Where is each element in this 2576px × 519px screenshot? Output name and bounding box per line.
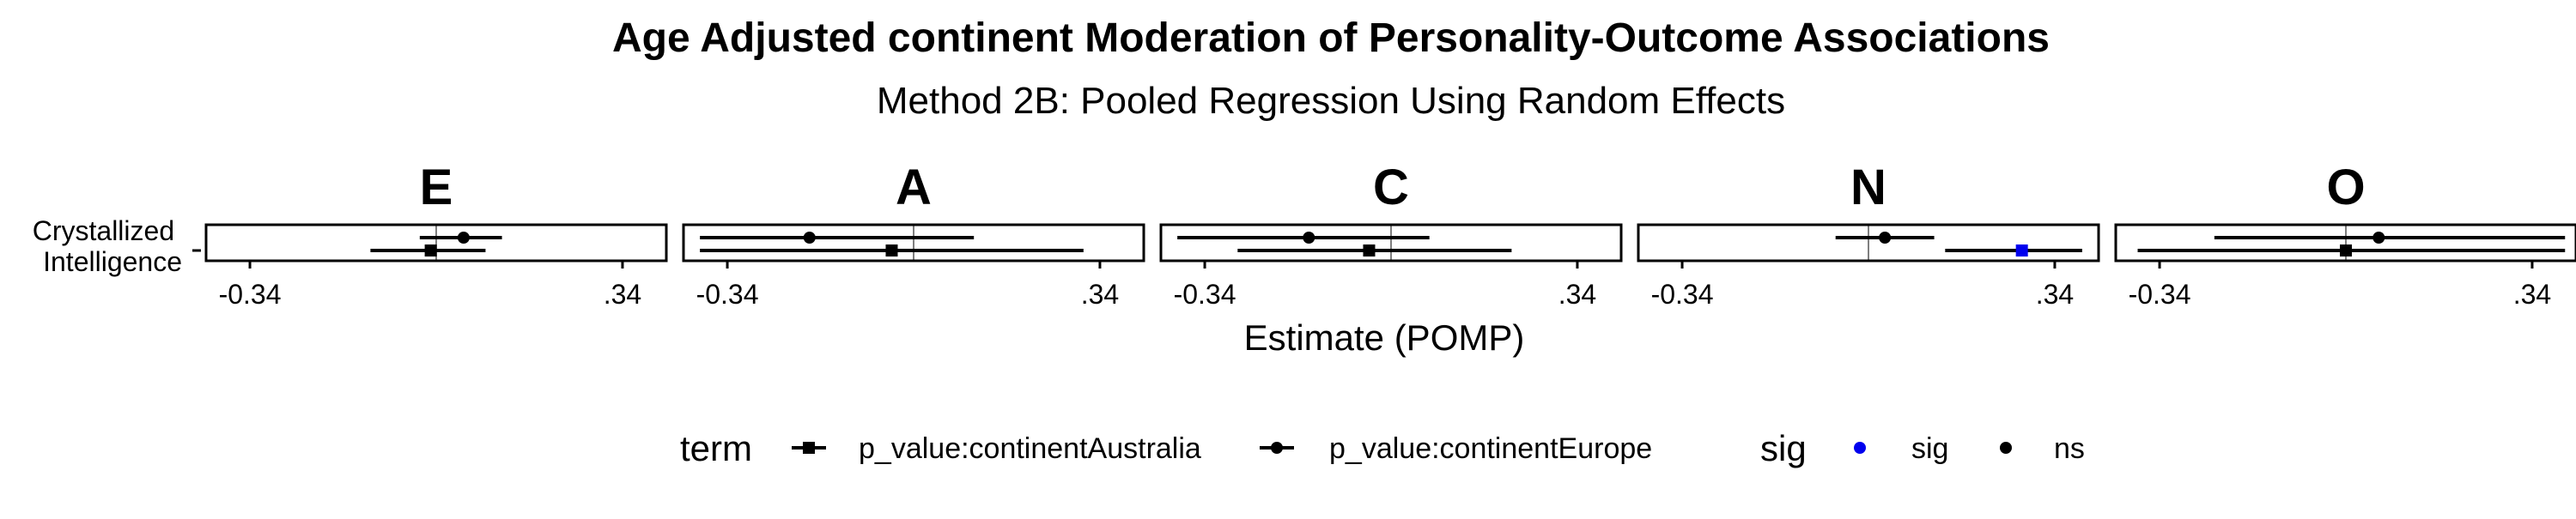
panel-border bbox=[682, 223, 1145, 263]
legend-key-australia bbox=[792, 442, 826, 454]
panel-a: A -0.34 .34 bbox=[682, 160, 1145, 310]
panel-border bbox=[1637, 223, 2100, 263]
point-australia bbox=[1363, 244, 1376, 256]
point-australia bbox=[885, 244, 898, 256]
panel-border bbox=[204, 223, 668, 263]
x-tick-label: .34 bbox=[2513, 279, 2551, 310]
panel-strip-label: C bbox=[1373, 160, 1409, 215]
legend-ns-dot bbox=[2000, 442, 2012, 454]
panel-o: O -0.34 .34 bbox=[2114, 160, 2576, 310]
panel-border bbox=[2114, 223, 2576, 263]
x-tick-label: .34 bbox=[1558, 279, 1596, 310]
panel-strip-label: A bbox=[896, 160, 932, 215]
facet-panels: E -0.34 .34 A -0.34 .34 C -0.34 .34 N -0.34 .34 O -0.… bbox=[204, 160, 2576, 310]
x-tick-label: .34 bbox=[604, 279, 641, 310]
panel-strip-label: E bbox=[420, 160, 453, 215]
point-europe bbox=[1879, 232, 1892, 244]
panel-strip-label: N bbox=[1850, 160, 1886, 215]
point-australia bbox=[424, 244, 437, 256]
x-axis-label: Estimate (POMP) bbox=[1244, 317, 1525, 358]
y-tick-label: Crystallized Intelligence bbox=[33, 215, 182, 277]
legend-key-australia-square bbox=[803, 442, 815, 454]
panel-strip-label: O bbox=[2326, 160, 2365, 215]
legend-sig-dot bbox=[1854, 442, 1866, 454]
panel-e: E -0.34 .34 bbox=[204, 160, 668, 310]
panel-n: N -0.34 .34 bbox=[1637, 160, 2100, 310]
x-tick-label: -0.34 bbox=[2129, 279, 2191, 310]
y-tick-line-2: Intelligence bbox=[43, 246, 182, 277]
chart-subtitle: Method 2B: Pooled Regression Using Rando… bbox=[877, 80, 1785, 122]
panel-c: C -0.34 .34 bbox=[1159, 160, 1623, 310]
legend: term p_value:continentAustralia p_value:… bbox=[680, 428, 2085, 468]
x-tick-label: -0.34 bbox=[219, 279, 282, 310]
legend-sig-ns: ns bbox=[2054, 432, 2085, 465]
point-australia bbox=[2340, 244, 2352, 256]
point-australia bbox=[2015, 244, 2028, 256]
legend-term-australia: p_value:continentAustralia bbox=[859, 432, 1201, 465]
legend-key-europe bbox=[1260, 442, 1294, 454]
x-tick-label: -0.34 bbox=[1651, 279, 1714, 310]
x-tick-label: .34 bbox=[2036, 279, 2074, 310]
y-tick-line-1: Crystallized bbox=[33, 215, 174, 246]
x-tick-label: -0.34 bbox=[1174, 279, 1236, 310]
legend-sig-sig: sig bbox=[1911, 432, 1948, 465]
legend-key-europe-circle bbox=[1271, 442, 1283, 454]
legend-term-europe: p_value:continentEurope bbox=[1329, 432, 1652, 465]
point-europe bbox=[1303, 232, 1315, 244]
point-europe bbox=[457, 232, 470, 244]
panel-border bbox=[1159, 223, 1623, 263]
x-tick-label: .34 bbox=[1081, 279, 1119, 310]
legend-sig-title: sig bbox=[1760, 428, 1807, 468]
x-tick-label: -0.34 bbox=[696, 279, 759, 310]
legend-term-title: term bbox=[680, 428, 752, 468]
chart-title: Age Adjusted continent Moderation of Per… bbox=[612, 15, 2050, 61]
point-europe bbox=[803, 232, 816, 244]
point-europe bbox=[2372, 232, 2385, 244]
